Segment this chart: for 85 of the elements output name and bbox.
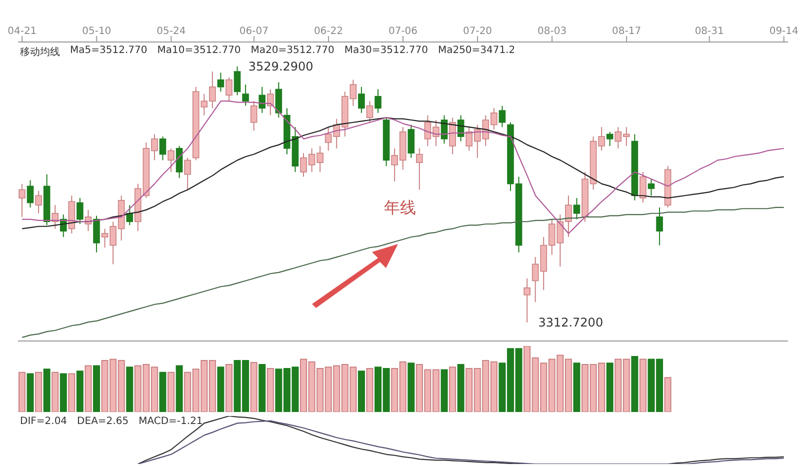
candlestick bbox=[498, 105, 506, 128]
annotation: 3312.7200 bbox=[538, 316, 604, 330]
candlestick bbox=[266, 88, 274, 116]
bar bbox=[18, 372, 26, 412]
candlestick bbox=[234, 66, 241, 96]
candlestick bbox=[656, 206, 663, 246]
candlestick bbox=[159, 136, 166, 161]
candlestick bbox=[524, 278, 530, 323]
candlestick bbox=[573, 198, 580, 220]
bar bbox=[168, 372, 175, 412]
annotation: MACD=-1.21 bbox=[138, 416, 203, 427]
annotation: 3529.2900 bbox=[248, 60, 314, 74]
bar bbox=[573, 362, 580, 412]
annotation: 年线 bbox=[384, 198, 416, 219]
bar bbox=[76, 370, 84, 412]
annotation: Ma10=3512.770 bbox=[157, 45, 241, 58]
candlestick bbox=[606, 131, 614, 146]
annotation: Ma20=3512.770 bbox=[250, 45, 334, 58]
candlestick bbox=[226, 76, 232, 102]
bar bbox=[606, 362, 614, 412]
candlestick bbox=[18, 183, 26, 218]
bar bbox=[126, 366, 134, 412]
annotation: Ma5=3512.770 bbox=[70, 45, 148, 58]
bar bbox=[159, 372, 166, 412]
x-tick-label: 08-03 bbox=[538, 26, 567, 37]
x-tick-label: 04-21 bbox=[8, 26, 37, 37]
bar bbox=[258, 364, 266, 412]
candlestick bbox=[449, 117, 456, 155]
candlestick bbox=[168, 148, 174, 172]
x-tick-label: 06-07 bbox=[239, 26, 268, 37]
bar bbox=[639, 358, 646, 412]
candlestick bbox=[176, 146, 183, 178]
bar bbox=[217, 366, 224, 412]
x-tick-label: 07-20 bbox=[462, 26, 492, 37]
x-tick-label: 05-24 bbox=[156, 26, 186, 37]
bar bbox=[43, 368, 50, 412]
bar bbox=[84, 365, 92, 412]
bar bbox=[449, 366, 456, 412]
bar bbox=[457, 364, 464, 412]
bar bbox=[266, 368, 274, 412]
x-tick-label: 08-31 bbox=[694, 26, 724, 37]
candlestick bbox=[52, 204, 59, 230]
bar bbox=[26, 373, 34, 412]
bar bbox=[52, 372, 59, 412]
bar bbox=[35, 372, 42, 412]
candlestick bbox=[258, 86, 266, 114]
candlestick bbox=[358, 86, 365, 114]
candlestick bbox=[250, 100, 258, 132]
bar bbox=[408, 362, 415, 412]
bar bbox=[664, 377, 672, 412]
x-tick-label: 05-10 bbox=[82, 26, 112, 37]
candlestick bbox=[184, 157, 191, 190]
bar bbox=[176, 365, 183, 412]
x-tick-label: 08-17 bbox=[612, 26, 642, 37]
bar bbox=[68, 373, 76, 412]
candlestick bbox=[416, 148, 423, 190]
bar bbox=[358, 370, 365, 412]
bar bbox=[93, 365, 100, 412]
candlestick bbox=[640, 172, 646, 204]
candlestick bbox=[275, 82, 282, 118]
candlestick bbox=[76, 198, 84, 224]
candlestick bbox=[408, 124, 415, 158]
candlestick bbox=[217, 72, 224, 92]
candlestick bbox=[242, 84, 249, 106]
annotation: 移动均线 bbox=[20, 46, 60, 59]
candlestick bbox=[93, 215, 100, 253]
candlestick bbox=[648, 178, 655, 196]
candlestick bbox=[126, 204, 134, 226]
x-tick-label: 09-14 bbox=[769, 26, 798, 37]
candlestick bbox=[35, 190, 42, 214]
bar bbox=[366, 368, 374, 412]
bar bbox=[631, 356, 638, 412]
annotation: DEA=2.65 bbox=[77, 416, 129, 427]
candlestick bbox=[366, 100, 374, 123]
candlestick bbox=[26, 180, 34, 208]
annotation: Ma250=3471.2 bbox=[438, 45, 516, 58]
bar bbox=[60, 373, 67, 412]
x-tick-label: 06-22 bbox=[314, 26, 344, 37]
bar bbox=[225, 364, 232, 412]
annotation: Ma30=3512.770 bbox=[344, 45, 428, 58]
annotation: DIF=2.04 bbox=[20, 416, 68, 427]
candlestick bbox=[374, 88, 382, 114]
bar bbox=[250, 362, 258, 412]
bar bbox=[440, 369, 448, 412]
x-tick-label: 07-06 bbox=[388, 26, 418, 37]
